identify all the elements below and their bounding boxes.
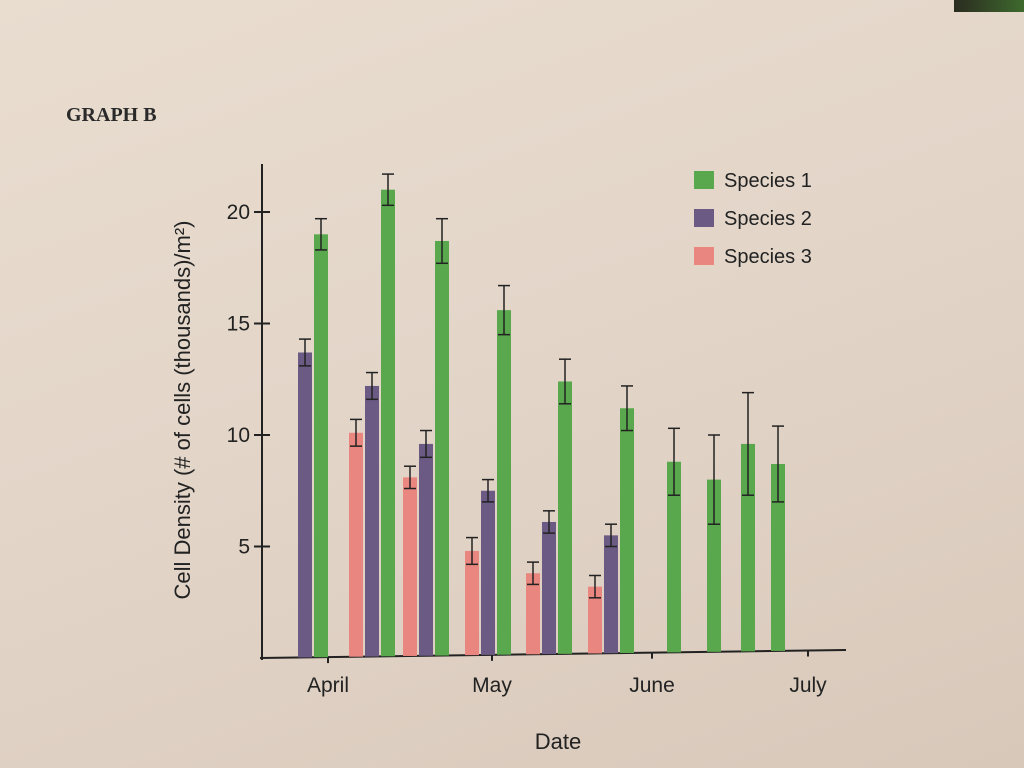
bar-species-2 (298, 352, 312, 658)
legend-swatch-1 (694, 171, 714, 189)
legend: Species 1 Species 2 Species 3 (694, 170, 812, 268)
bar-species-2 (365, 385, 379, 657)
bar-species-1 (314, 234, 328, 658)
bar-species-1 (435, 240, 449, 656)
y-tick-label: 15 (227, 313, 250, 336)
x-tick-label: May (472, 674, 512, 697)
bar-species-1 (558, 381, 572, 654)
bar-species-3 (349, 432, 363, 657)
x-tick-label: April (307, 674, 349, 697)
legend-label-2: Species 2 (724, 208, 812, 230)
y-tick-label: 20 (227, 201, 250, 224)
bar-species-1 (707, 479, 721, 652)
bar-species-3 (465, 550, 479, 656)
bar-species-3 (588, 586, 602, 654)
y-tick-label: 5 (238, 536, 250, 559)
bar-species-2 (481, 490, 495, 655)
paper-edge (954, 0, 1024, 12)
y-tick-label: 10 (227, 424, 250, 447)
legend-label-3: Species 3 (724, 246, 812, 268)
bar-species-2 (419, 443, 433, 656)
bar-species-1 (497, 310, 511, 655)
bar-species-1 (771, 463, 785, 651)
bar-species-1 (381, 189, 395, 657)
bar-species-2 (542, 521, 556, 655)
x-tick-label: July (789, 674, 827, 697)
x-axis-title: Date (535, 729, 581, 754)
bar-species-1 (620, 408, 634, 653)
bar-species-3 (403, 477, 417, 656)
graph-title: GRAPH B (66, 104, 157, 126)
x-tick-label: June (629, 674, 675, 697)
legend-swatch-3 (694, 247, 714, 265)
bars (298, 189, 785, 658)
legend-swatch-2 (694, 209, 714, 227)
error-bars (299, 173, 784, 599)
bar-species-2 (604, 535, 618, 654)
bar-species-1 (667, 461, 681, 653)
y-axis-title: Cell Density (# of cells (thousands)/m²) (170, 220, 195, 599)
bar-species-3 (526, 573, 540, 655)
legend-label-1: Species 1 (724, 170, 812, 192)
